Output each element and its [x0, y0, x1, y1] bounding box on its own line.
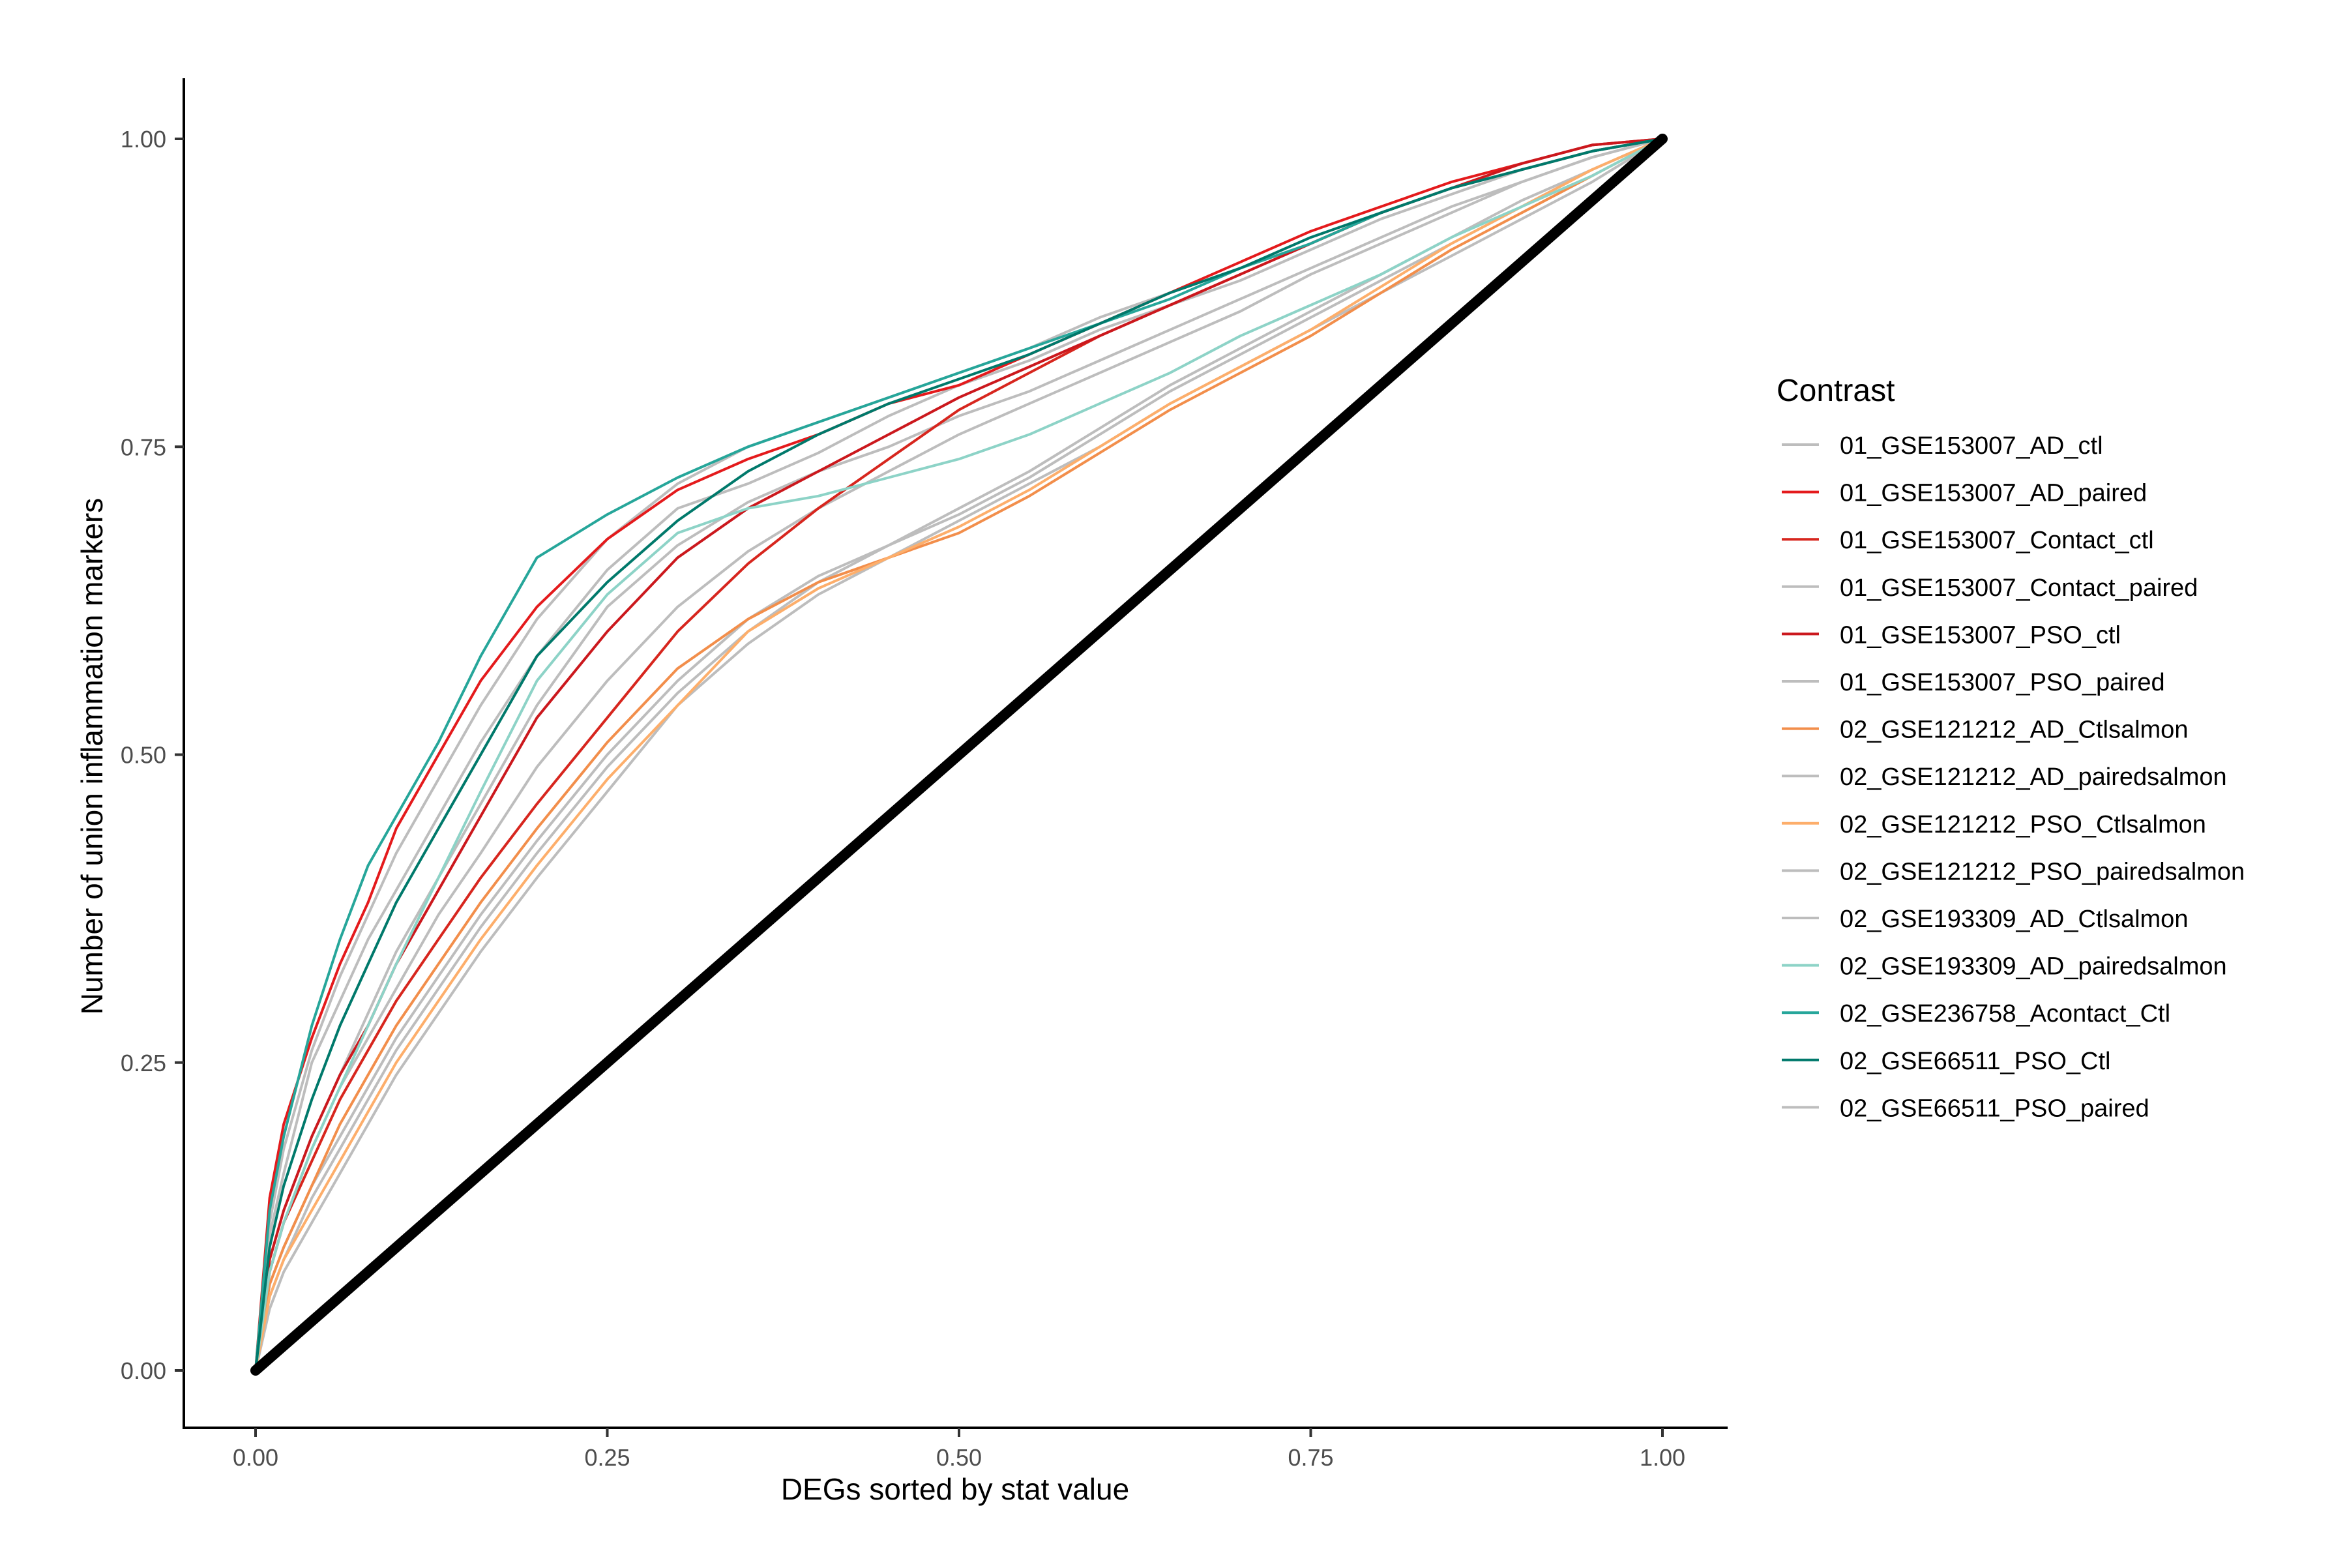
legend-label: 02_GSE236758_Acontact_Ctl [1840, 1000, 2170, 1028]
series-line-3 [254, 138, 1663, 1371]
x-tick-label: 1.00 [1640, 1444, 1685, 1471]
legend-label: 02_GSE121212_PSO_Ctlsalmon [1840, 811, 2206, 838]
x-tick-label: 0.75 [1288, 1444, 1333, 1471]
legend-label: 02_GSE193309_AD_pairedsalmon [1840, 953, 2227, 981]
reference-diagonal-line [250, 134, 1668, 1376]
legend-item: 02_GSE66511_PSO_paired [1782, 1095, 2149, 1122]
y-tick-label: 1.00 [121, 126, 166, 153]
legend-item: 01_GSE153007_Contact_paired [1782, 574, 2198, 602]
legend-item: 02_GSE121212_AD_Ctlsalmon [1782, 717, 2188, 744]
x-tick-label: 0.50 [936, 1444, 982, 1471]
x-axis-ticks: 0.00 0.25 0.50 0.75 1.00 [233, 1428, 1685, 1471]
legend-item: 02_GSE193309_AD_Ctlsalmon [1782, 906, 2188, 933]
series-line-1 [254, 138, 1663, 1371]
legend-label: 01_GSE153007_AD_ctl [1840, 432, 2103, 460]
legend-label: 02_GSE66511_PSO_paired [1840, 1095, 2149, 1122]
y-axis-ticks: 0.00 0.25 0.50 0.75 1.00 [121, 126, 184, 1384]
legend-item: 02_GSE121212_PSO_pairedsalmon [1782, 858, 2245, 885]
legend-item: 01_GSE153007_AD_paired [1782, 480, 2147, 507]
x-axis-label: DEGs sorted by stat value [781, 1472, 1129, 1506]
y-tick-label: 0.75 [121, 434, 166, 460]
legend-label: 02_GSE193309_AD_Ctlsalmon [1840, 906, 2188, 933]
y-tick-label: 0.25 [121, 1050, 166, 1076]
x-tick-label: 0.25 [584, 1444, 630, 1471]
legend-label: 02_GSE121212_AD_pairedsalmon [1840, 763, 2227, 791]
legend-item: 01_GSE153007_PSO_paired [1782, 669, 2165, 696]
legend-item: 02_GSE121212_AD_pairedsalmon [1782, 763, 2227, 791]
y-tick-label: 0.50 [121, 742, 166, 769]
series-layer [254, 138, 1664, 1371]
legend-label: 01_GSE153007_PSO_ctl [1840, 621, 2121, 649]
legend-title: Contrast [1777, 374, 1895, 408]
legend-label: 01_GSE153007_Contact_ctl [1840, 527, 2154, 554]
legend-label: 01_GSE153007_Contact_paired [1840, 574, 2198, 602]
y-axis-label: Number of union inflammation markers [75, 498, 109, 1015]
legend-item: 01_GSE153007_AD_ctl [1782, 432, 2103, 460]
series-line-0 [254, 138, 1663, 1371]
x-tick-label: 0.00 [233, 1444, 278, 1471]
legend-label: 02_GSE66511_PSO_Ctl [1840, 1048, 2110, 1075]
series-line-8 [254, 138, 1663, 1371]
series-line-13 [254, 138, 1663, 1371]
legend-item: 02_GSE236758_Acontact_Ctl [1782, 1000, 2170, 1028]
legend-item: 01_GSE153007_Contact_ctl [1782, 527, 2154, 554]
legend-item: 02_GSE66511_PSO_Ctl [1782, 1048, 2110, 1075]
y-tick-label: 0.00 [121, 1357, 166, 1384]
legend-label: 02_GSE121212_AD_Ctlsalmon [1840, 717, 2188, 744]
legend-item: 02_GSE193309_AD_pairedsalmon [1782, 953, 2227, 981]
legend-item: 01_GSE153007_PSO_ctl [1782, 621, 2121, 649]
legend-item: 02_GSE121212_PSO_Ctlsalmon [1782, 811, 2206, 838]
legend: Contrast 01_GSE153007_AD_ctl01_GSE153007… [1777, 374, 2245, 1122]
series-line-6 [254, 138, 1663, 1371]
legend-items: 01_GSE153007_AD_ctl 01_GSE153007_AD_paire… [1782, 432, 2245, 1122]
legend-label: 02_GSE121212_PSO_pairedsalmon [1840, 858, 2245, 885]
legend-label: 01_GSE153007_PSO_paired [1840, 669, 2165, 696]
legend-label: 01_GSE153007_AD_paired [1840, 480, 2147, 507]
series-line-11 [254, 138, 1663, 1371]
